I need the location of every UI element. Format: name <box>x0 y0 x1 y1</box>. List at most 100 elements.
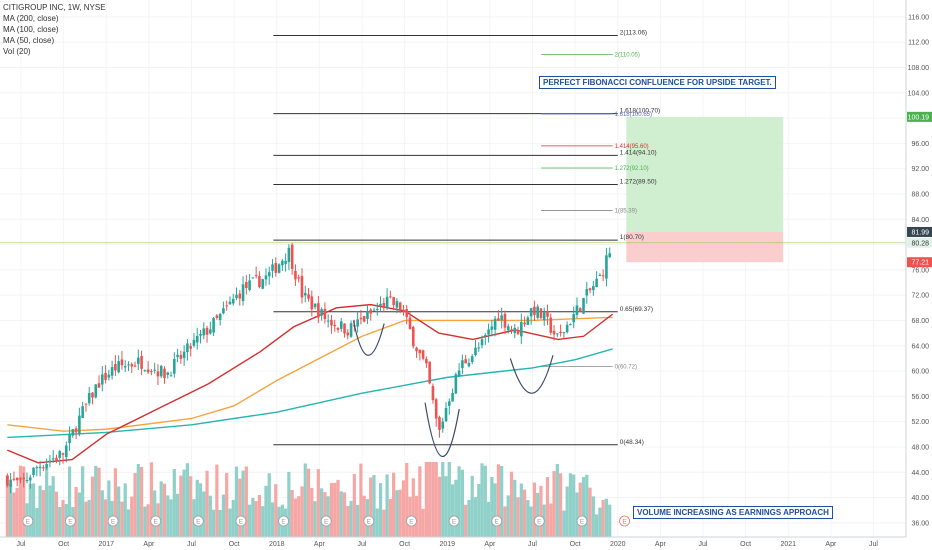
volume-bar <box>198 483 203 537</box>
candle-body <box>81 406 84 419</box>
volume-bar <box>15 487 19 537</box>
y-tick-label: 108.00 <box>908 65 930 72</box>
candle-body <box>251 277 255 279</box>
volume-bar <box>274 484 278 537</box>
y-tick-label: 84.00 <box>911 217 929 224</box>
candle-body <box>179 354 183 359</box>
candle-body <box>28 477 32 481</box>
volume-bar <box>483 465 487 537</box>
candle-body <box>549 317 553 333</box>
candle-body <box>290 244 294 269</box>
moving-average-line <box>7 348 613 439</box>
candle-body <box>202 328 206 336</box>
volume-bar <box>529 506 533 537</box>
candle-body <box>15 477 19 481</box>
price-axis-bg <box>906 0 932 550</box>
volume-bar <box>162 483 167 537</box>
earnings-marker <box>107 515 119 527</box>
candle-body <box>205 327 209 335</box>
volume-bar <box>169 499 173 537</box>
position-layer <box>0 116 906 263</box>
x-tick-label: Oct <box>570 541 581 548</box>
moving-average-line <box>7 316 613 432</box>
candle-body <box>467 362 471 367</box>
plot-area[interactable] <box>0 0 906 537</box>
candle-body <box>195 335 199 343</box>
candle-body <box>497 318 500 321</box>
candle-body <box>362 316 366 322</box>
volume-note[interactable]: VOLUME INCREASING AS EARNINGS APPROACH <box>633 506 833 519</box>
volume-bar <box>405 462 409 537</box>
legend-volume[interactable]: Vol (20) <box>3 47 31 56</box>
volume-layer <box>5 462 612 537</box>
candle-body <box>441 421 445 429</box>
volume-bar <box>431 462 435 537</box>
volume-bar <box>35 508 39 537</box>
legend-ma200[interactable]: MA (200, close) <box>3 14 59 23</box>
volume-bar <box>300 486 304 537</box>
volume-bar <box>139 466 144 537</box>
candle-body <box>12 478 16 480</box>
candle-body <box>153 369 156 371</box>
volume-bar <box>18 465 23 537</box>
volume-bar <box>303 463 307 537</box>
candle-body <box>123 366 127 368</box>
candle-body <box>425 358 428 364</box>
volume-bar <box>251 497 255 537</box>
volume-bar <box>434 462 438 537</box>
earnings-marker-label: E <box>622 519 627 526</box>
x-tick-label: Apr <box>314 541 326 548</box>
volume-bar <box>549 503 553 537</box>
candle-body <box>317 303 320 318</box>
volume-bar <box>77 492 81 537</box>
y-tick-label: 48.00 <box>911 444 929 451</box>
y-tick-label: 116.00 <box>908 14 929 21</box>
volume-bar <box>310 487 314 537</box>
volume-bar <box>349 500 353 537</box>
candle-body <box>510 329 513 331</box>
volume-bar <box>293 498 298 537</box>
candle-body <box>307 294 310 299</box>
candle-body <box>601 275 605 277</box>
volume-bar <box>513 479 517 537</box>
volume-bar <box>395 490 399 537</box>
volume-bar <box>572 474 576 537</box>
y-tick-label: 88.00 <box>911 191 929 198</box>
earnings-marker-label: E <box>324 519 329 526</box>
volume-bar <box>306 468 311 537</box>
volume-bar <box>539 485 543 537</box>
volume-bar <box>519 483 523 537</box>
volume-bar <box>136 464 140 537</box>
volume-bar <box>464 504 468 537</box>
candle-body <box>526 317 530 325</box>
volume-bar <box>28 483 32 537</box>
candle-body <box>281 260 284 266</box>
legend-ma50[interactable]: MA (50, close) <box>3 36 55 45</box>
candle-body <box>506 326 510 331</box>
volume-bar <box>179 475 183 537</box>
volume-bar <box>94 465 98 537</box>
fib-level-label: 0(60.72) <box>615 364 637 370</box>
pattern-layer <box>352 320 554 457</box>
candle-body <box>588 288 592 291</box>
fib-confluence-note[interactable]: PERFECT FIBONACCI CONFLUENCE FOR UPSIDE … <box>539 76 776 89</box>
volume-bar <box>385 474 389 537</box>
candles-layer <box>6 242 612 494</box>
volume-bar <box>123 483 127 537</box>
y-tick-label: 60.00 <box>911 369 929 376</box>
candle-body <box>274 262 278 273</box>
volume-bar <box>506 495 510 537</box>
legend-ma100[interactable]: MA (100, close) <box>3 25 59 34</box>
volume-bar <box>329 483 334 537</box>
candle-body <box>523 322 526 325</box>
candle-body <box>137 357 140 364</box>
candle-body <box>513 327 517 334</box>
price-label-bg <box>907 111 932 122</box>
volume-bar <box>323 492 327 537</box>
candle-body <box>592 286 595 291</box>
earnings-marker-label: E <box>154 519 159 526</box>
legend-symbol[interactable]: CITIGROUP INC, 1W, NYSE <box>3 3 106 12</box>
